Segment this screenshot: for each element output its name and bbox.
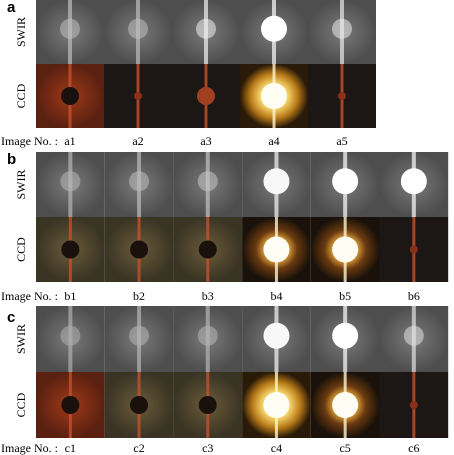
- image-number: b3: [202, 289, 214, 303]
- sphere: [128, 18, 148, 39]
- sphere: [60, 18, 80, 39]
- image-number: b2: [133, 289, 145, 303]
- sphere: [332, 168, 359, 195]
- sphere: [332, 322, 359, 349]
- image-number: c6: [408, 441, 419, 455]
- sphere: [129, 325, 150, 346]
- image-number: c3: [202, 441, 213, 455]
- sphere: [403, 325, 424, 346]
- sphere: [197, 325, 218, 346]
- image-no-label: Image No. :: [1, 289, 58, 303]
- sphere: [61, 396, 80, 414]
- image-number: c4: [271, 441, 282, 455]
- sphere: [61, 87, 79, 105]
- sphere: [198, 396, 217, 414]
- sphere: [196, 18, 216, 39]
- sphere: [60, 171, 81, 192]
- image-number: a4: [268, 134, 279, 148]
- image-number: b4: [270, 289, 282, 303]
- sphere: [61, 240, 80, 259]
- sphere: [60, 325, 81, 346]
- panel-label: b: [7, 151, 16, 168]
- sphere: [198, 240, 217, 259]
- image-number: a2: [132, 134, 143, 148]
- row-label: SWIR: [14, 17, 28, 47]
- sphere: [409, 401, 418, 409]
- sphere: [400, 168, 427, 195]
- image-no-label: Image No. :: [1, 441, 58, 455]
- sphere: [263, 322, 290, 349]
- image-number: a5: [336, 134, 347, 148]
- sphere: [409, 245, 418, 254]
- sphere: [332, 18, 352, 39]
- sphere: [263, 392, 290, 418]
- row-label: CCD: [14, 83, 28, 108]
- image-no-label: Image No. :: [1, 134, 58, 148]
- image-number: c5: [339, 441, 350, 455]
- sphere: [129, 171, 150, 192]
- sphere: [130, 240, 149, 259]
- row-label: CCD: [14, 237, 28, 262]
- image-number: b5: [339, 289, 351, 303]
- sphere: [130, 396, 149, 414]
- image-number: c1: [65, 441, 76, 455]
- panel-label: c: [7, 309, 15, 326]
- image-number: a1: [64, 134, 75, 148]
- sphere: [134, 92, 142, 100]
- sphere: [332, 236, 359, 263]
- row-label: CCD: [14, 392, 28, 417]
- sphere: [263, 236, 290, 263]
- sphere: [332, 392, 359, 418]
- image-number: b6: [408, 289, 420, 303]
- sphere: [197, 171, 218, 192]
- row-label: SWIR: [14, 170, 28, 200]
- sphere: [338, 92, 346, 100]
- sphere: [261, 83, 287, 109]
- sphere: [197, 87, 215, 105]
- image-number: a3: [200, 134, 211, 148]
- sphere: [261, 15, 287, 42]
- image-number: c2: [133, 441, 144, 455]
- row-label: SWIR: [14, 324, 28, 354]
- panel-label: a: [7, 0, 16, 16]
- sphere: [263, 168, 290, 195]
- image-number: b1: [64, 289, 76, 303]
